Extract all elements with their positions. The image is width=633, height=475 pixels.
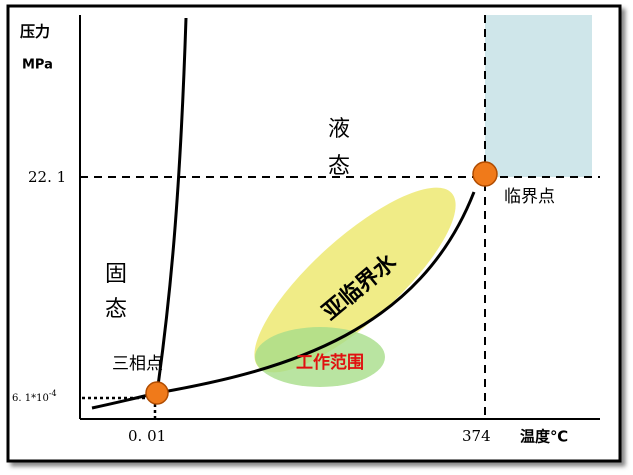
y-label-exponent: -4 (49, 389, 57, 398)
subcritical-area (254, 187, 456, 373)
x-label: 374 (462, 427, 491, 445)
triple-point (145, 381, 169, 405)
y-label: 22. 1 (28, 168, 66, 186)
x-title: 温度℃ (520, 428, 568, 446)
region-label: 固 (105, 262, 127, 287)
region-label: 态 (328, 154, 350, 179)
region-label: 液 (328, 117, 350, 142)
y-unit: MPa (22, 58, 53, 73)
y-label-base: 6. 1*10 (12, 393, 49, 404)
supercritical-region (485, 15, 592, 177)
y-label: 6. 1*10-4 (12, 389, 57, 404)
vaporization-curve (156, 191, 476, 395)
y-title: 压力 (20, 23, 50, 41)
critical-point (472, 161, 498, 187)
area-label: 工作范围 (296, 352, 364, 373)
point-label: 三相点 (112, 354, 163, 374)
x-label: 0. 01 (128, 427, 166, 445)
melting-curve (155, 17, 188, 394)
working-area (255, 327, 385, 387)
region-label: 态 (105, 297, 127, 322)
point-label: 临界点 (504, 187, 555, 207)
